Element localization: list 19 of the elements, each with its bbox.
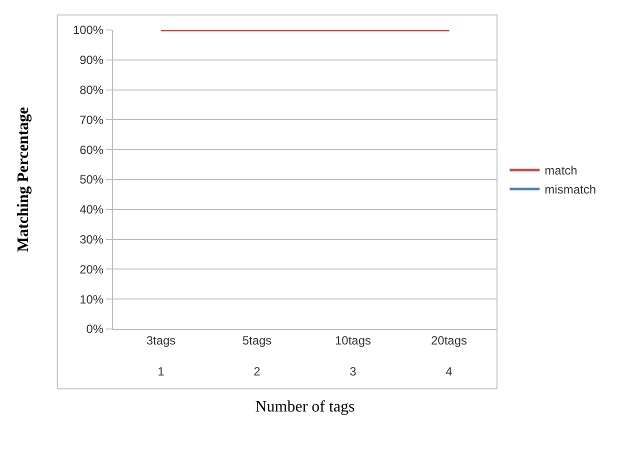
legend-label: mismatch	[544, 182, 596, 197]
y-axis-title: Matching Percentage	[14, 107, 32, 252]
y-tick-label: 90%	[80, 53, 104, 68]
y-tick-label: 80%	[80, 83, 104, 97]
y-tick-label: 20%	[80, 262, 104, 276]
y-tick-label: 40%	[80, 202, 104, 217]
y-tick-label: 60%	[80, 142, 104, 157]
category-label: 10tags 3	[334, 333, 372, 379]
category-label: 5tags 2	[242, 333, 272, 379]
y-tick-label: 30%	[80, 232, 104, 246]
y-tick-label: 50%	[80, 172, 104, 187]
category-label: 3tags 1	[146, 333, 176, 379]
x-axis-title: Number of tags	[255, 398, 355, 416]
y-tick-label: 100%	[72, 23, 104, 38]
y-tick-label: 10%	[80, 292, 104, 306]
legend-label: match	[544, 164, 578, 178]
y-tick-label: 0%	[86, 322, 104, 336]
y-tick-label: 70%	[80, 112, 104, 127]
category-label: 20tags 4	[430, 333, 468, 379]
